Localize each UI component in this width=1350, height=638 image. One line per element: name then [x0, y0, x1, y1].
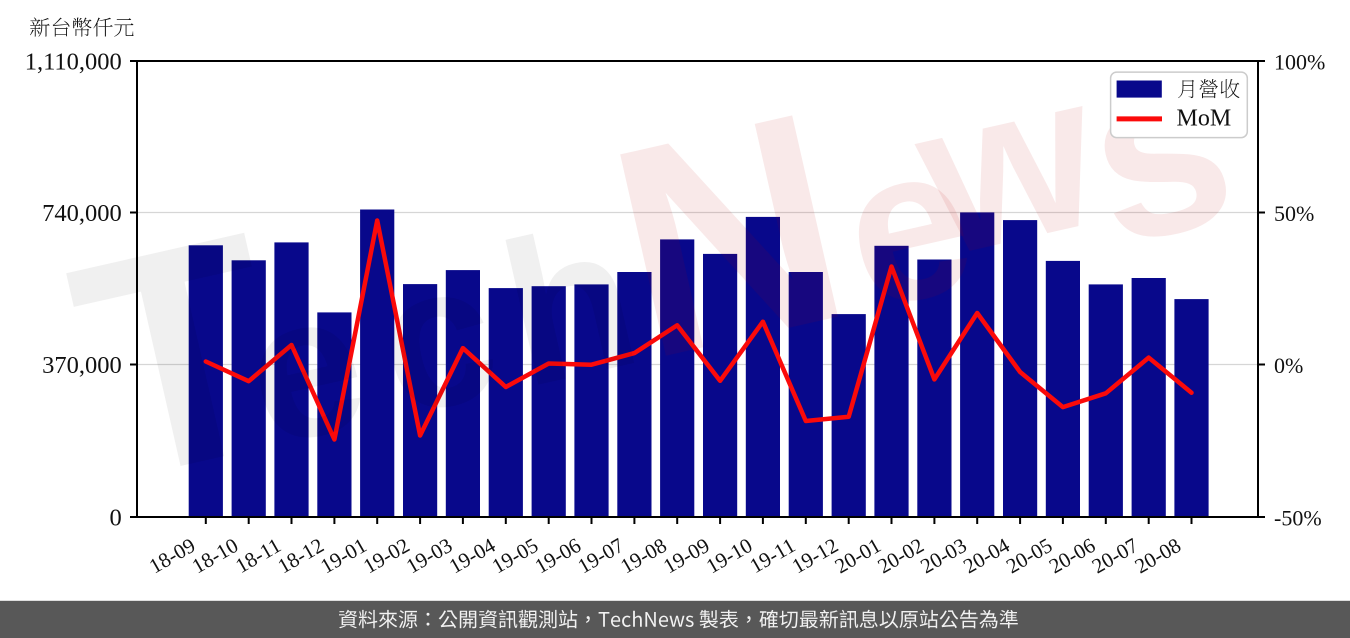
svg-text:MoM: MoM — [1177, 105, 1232, 131]
svg-text:0: 0 — [110, 505, 122, 532]
svg-text:-50%: -50% — [1274, 506, 1322, 531]
svg-text:740,000: 740,000 — [42, 200, 122, 227]
svg-text:50%: 50% — [1274, 201, 1314, 226]
svg-text:1,110,000: 1,110,000 — [25, 49, 122, 76]
svg-text:100%: 100% — [1274, 50, 1325, 75]
svg-text:0%: 0% — [1274, 353, 1303, 378]
svg-text:370,000: 370,000 — [42, 352, 122, 379]
